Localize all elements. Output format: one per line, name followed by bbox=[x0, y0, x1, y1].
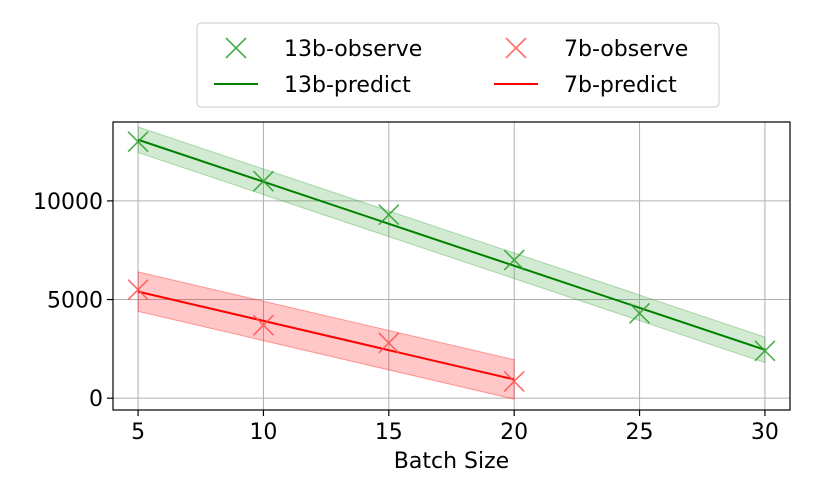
legend-label-7b-observe: 7b-observe bbox=[564, 37, 688, 62]
13b-observe-point bbox=[754, 340, 776, 362]
7b-predict-line bbox=[137, 290, 515, 381]
confidence-bands bbox=[137, 126, 766, 400]
13b-observe-point bbox=[127, 131, 149, 153]
x-tick-label: 10 bbox=[249, 420, 277, 445]
13b-observe-point bbox=[252, 170, 275, 192]
x-tick-label: 5 bbox=[131, 420, 145, 445]
legend-box bbox=[196, 22, 720, 108]
grid bbox=[113, 122, 790, 410]
prediction-lines bbox=[137, 138, 766, 381]
13b-observe-point bbox=[503, 249, 525, 271]
13b-observe-point bbox=[378, 204, 400, 226]
x-tick-label: 15 bbox=[375, 420, 403, 445]
observation-markers bbox=[127, 131, 776, 392]
axis-ticks: 5 10 15 20 25 30 0 5000 10000 bbox=[33, 190, 779, 445]
plot-frame bbox=[112, 121, 791, 411]
legend-label-7b-predict: 7b-predict bbox=[564, 73, 677, 98]
13b-observe-point bbox=[628, 302, 651, 324]
y-tick-label: 5000 bbox=[47, 289, 103, 314]
x-tick-label: 30 bbox=[751, 420, 779, 445]
legend: 13b-observe 7b-observe 13b-predict 7b-predi… bbox=[196, 22, 720, 108]
y-tick-label: 10000 bbox=[33, 190, 103, 215]
x-tick-label: 20 bbox=[500, 420, 528, 445]
x-tick-label: 25 bbox=[626, 420, 654, 445]
y-tick-label: 0 bbox=[89, 387, 103, 412]
legend-swatch-7b-observe bbox=[505, 37, 527, 59]
7b-observe-point bbox=[252, 314, 275, 336]
7b-observe-point bbox=[127, 279, 149, 301]
13b-predict-line bbox=[137, 138, 766, 351]
legend-label-13b-observe: 13b-observe bbox=[284, 37, 422, 62]
legend-swatch-13b-observe bbox=[225, 37, 247, 59]
x-axis-title: Batch Size bbox=[394, 449, 509, 474]
7b-observe-point bbox=[503, 370, 525, 392]
7b-observe-point bbox=[378, 332, 400, 354]
legend-label-13b-predict: 13b-predict bbox=[284, 73, 411, 98]
